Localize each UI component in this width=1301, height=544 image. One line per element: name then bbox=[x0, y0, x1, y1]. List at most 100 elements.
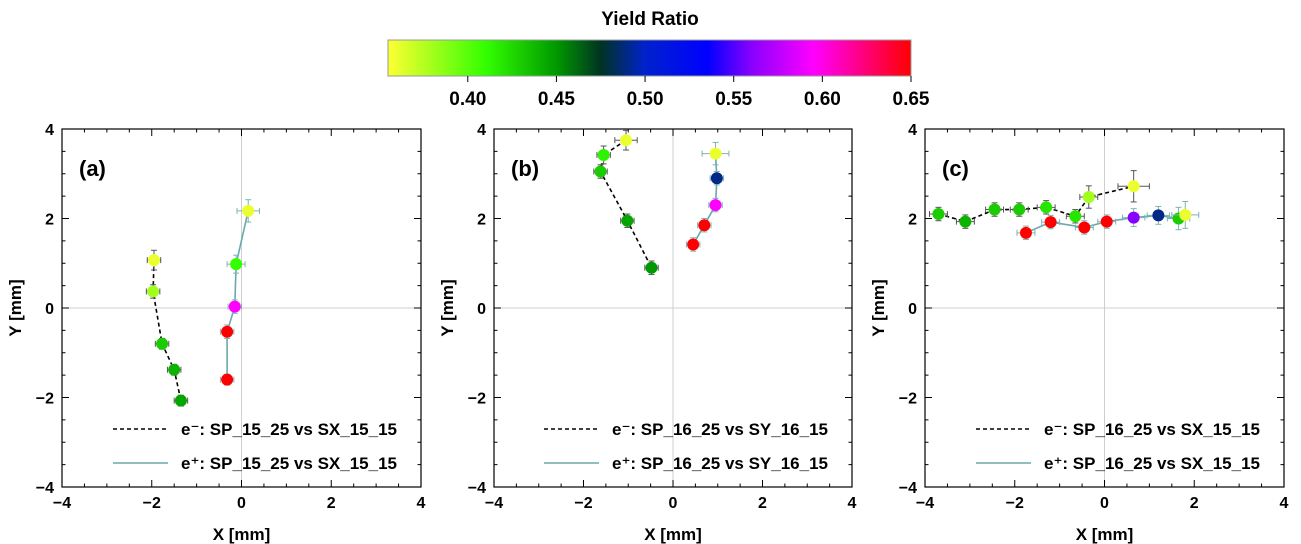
colorbar-tick-label: 0.50 bbox=[627, 89, 664, 110]
data-point bbox=[1044, 216, 1057, 229]
data-point bbox=[710, 172, 723, 185]
panel-label: (c) bbox=[942, 156, 969, 181]
data-point bbox=[645, 261, 658, 274]
data-point bbox=[1152, 209, 1165, 222]
x-tick-label: −2 bbox=[143, 495, 161, 512]
series bbox=[593, 129, 659, 275]
colorbar-tick-label: 0.40 bbox=[449, 89, 486, 110]
series bbox=[1016, 200, 1200, 241]
y-tick-label: 0 bbox=[45, 301, 54, 318]
series bbox=[928, 170, 1150, 229]
x-tick-label: 2 bbox=[758, 495, 767, 512]
y-axis-label: Y [mm] bbox=[869, 279, 888, 336]
colorbar-tick-label: 0.65 bbox=[893, 89, 930, 110]
data-point bbox=[594, 165, 607, 178]
y-axis-label: Y [mm] bbox=[6, 279, 25, 336]
legend-entry: e⁺: SP_15_25 vs SX_15_15 bbox=[113, 454, 397, 473]
data-point bbox=[621, 214, 634, 227]
y-tick-label: −2 bbox=[899, 391, 917, 408]
data-point bbox=[174, 394, 187, 407]
y-tick-label: 2 bbox=[477, 212, 486, 229]
x-axis-label: X [mm] bbox=[213, 525, 271, 544]
legend-entry: e⁻: SP_16_25 vs SY_16_15 bbox=[544, 420, 828, 439]
x-tick-label: −4 bbox=[485, 495, 503, 512]
x-tick-label: 4 bbox=[848, 495, 857, 512]
data-point bbox=[1019, 226, 1032, 239]
legend-label: e⁺: SP_16_25 vs SY_16_15 bbox=[612, 454, 828, 473]
data-point bbox=[988, 203, 1001, 216]
legend-entry: e⁺: SP_16_25 vs SX_15_15 bbox=[976, 454, 1260, 473]
x-tick-label: −2 bbox=[574, 495, 592, 512]
data-point bbox=[1100, 215, 1113, 228]
legend-label: e⁻: SP_16_25 vs SX_15_15 bbox=[1044, 420, 1260, 439]
data-point bbox=[147, 254, 160, 267]
data-point bbox=[959, 215, 972, 228]
colorbar-tick-label: 0.55 bbox=[715, 89, 752, 110]
legend-label: e⁺: SP_16_25 vs SX_15_15 bbox=[1044, 454, 1260, 473]
y-tick-label: 0 bbox=[477, 301, 486, 318]
y-tick-label: −4 bbox=[899, 480, 917, 497]
series bbox=[685, 141, 730, 252]
data-point bbox=[1078, 221, 1091, 234]
y-axis-label: Y [mm] bbox=[438, 279, 457, 336]
series bbox=[145, 249, 189, 407]
data-point bbox=[228, 300, 241, 313]
series bbox=[219, 199, 260, 386]
panels: −4 −2 0 2 4 −4 −2 0 2 4 X [mm] Y [mm] (a) e⁻: SP_15_2… bbox=[6, 122, 1289, 544]
data-point bbox=[1179, 208, 1192, 221]
x-tick-label: 0 bbox=[237, 495, 246, 512]
data-point bbox=[168, 363, 181, 376]
data-point bbox=[1040, 201, 1053, 214]
x-tick-label: −4 bbox=[916, 495, 934, 512]
y-tick-label: 0 bbox=[908, 301, 917, 318]
data-point bbox=[156, 337, 169, 350]
x-tick-label: −2 bbox=[1006, 495, 1024, 512]
series-line bbox=[152, 260, 182, 401]
data-point bbox=[1127, 211, 1140, 224]
x-tick-label: 4 bbox=[417, 495, 426, 512]
colorbar: Yield Ratio 0.40 0.45 0.50 0.55 0.60 0.65 bbox=[387, 9, 930, 110]
x-tick-label: 2 bbox=[1190, 495, 1199, 512]
colorbar-gradient bbox=[387, 39, 912, 77]
colorbar-ticks: 0.40 0.45 0.50 0.55 0.60 0.65 bbox=[449, 76, 930, 110]
scatter-panel: −4 −2 0 2 4 −4 −2 0 2 4 X [mm] Y [mm] (b) e⁻: SP_16_2… bbox=[438, 122, 857, 544]
colorbar-title: Yield Ratio bbox=[601, 9, 698, 30]
data-point bbox=[230, 258, 243, 271]
x-tick-label: 2 bbox=[327, 495, 336, 512]
data-point bbox=[932, 208, 945, 221]
legend-label: e⁻: SP_16_25 vs SY_16_15 bbox=[612, 420, 828, 439]
data-point bbox=[698, 219, 711, 232]
y-tick-label: −2 bbox=[36, 391, 54, 408]
y-tick-label: 4 bbox=[477, 122, 486, 139]
y-tick-label: −2 bbox=[468, 391, 486, 408]
y-tick-label: 2 bbox=[45, 212, 54, 229]
x-axis-label: X [mm] bbox=[644, 525, 702, 544]
data-point bbox=[597, 148, 610, 161]
x-tick-label: −4 bbox=[53, 495, 71, 512]
x-tick-label: 0 bbox=[1100, 495, 1109, 512]
y-tick-label: −4 bbox=[468, 480, 486, 497]
legend-entry: e⁻: SP_16_25 vs SX_15_15 bbox=[976, 420, 1260, 439]
y-tick-label: 2 bbox=[908, 212, 917, 229]
scatter-panel: −4 −2 0 2 4 −4 −2 0 2 4 X [mm] Y [mm] (c) e⁻: SP_16_2… bbox=[869, 122, 1289, 544]
series-line bbox=[226, 210, 249, 380]
y-tick-label: −4 bbox=[36, 480, 54, 497]
panel-label: (b) bbox=[511, 156, 539, 181]
x-axis-label: X [mm] bbox=[1076, 525, 1134, 544]
error-bar bbox=[701, 141, 730, 166]
panel-label: (a) bbox=[79, 156, 106, 181]
legend-entry: e⁺: SP_16_25 vs SY_16_15 bbox=[544, 454, 828, 473]
data-point bbox=[1082, 191, 1095, 204]
y-tick-label: 4 bbox=[45, 122, 54, 139]
data-point bbox=[709, 199, 722, 212]
x-tick-label: 0 bbox=[669, 495, 678, 512]
x-tick-label: 4 bbox=[1280, 495, 1289, 512]
series-line bbox=[599, 139, 653, 269]
data-point bbox=[147, 285, 160, 298]
data-point bbox=[1127, 180, 1140, 193]
legend-label: e⁻: SP_15_25 vs SX_15_15 bbox=[181, 420, 397, 439]
colorbar-tick-label: 0.60 bbox=[804, 89, 841, 110]
legend-label: e⁺: SP_15_25 vs SX_15_15 bbox=[181, 454, 397, 473]
y-tick-label: 4 bbox=[908, 122, 917, 139]
